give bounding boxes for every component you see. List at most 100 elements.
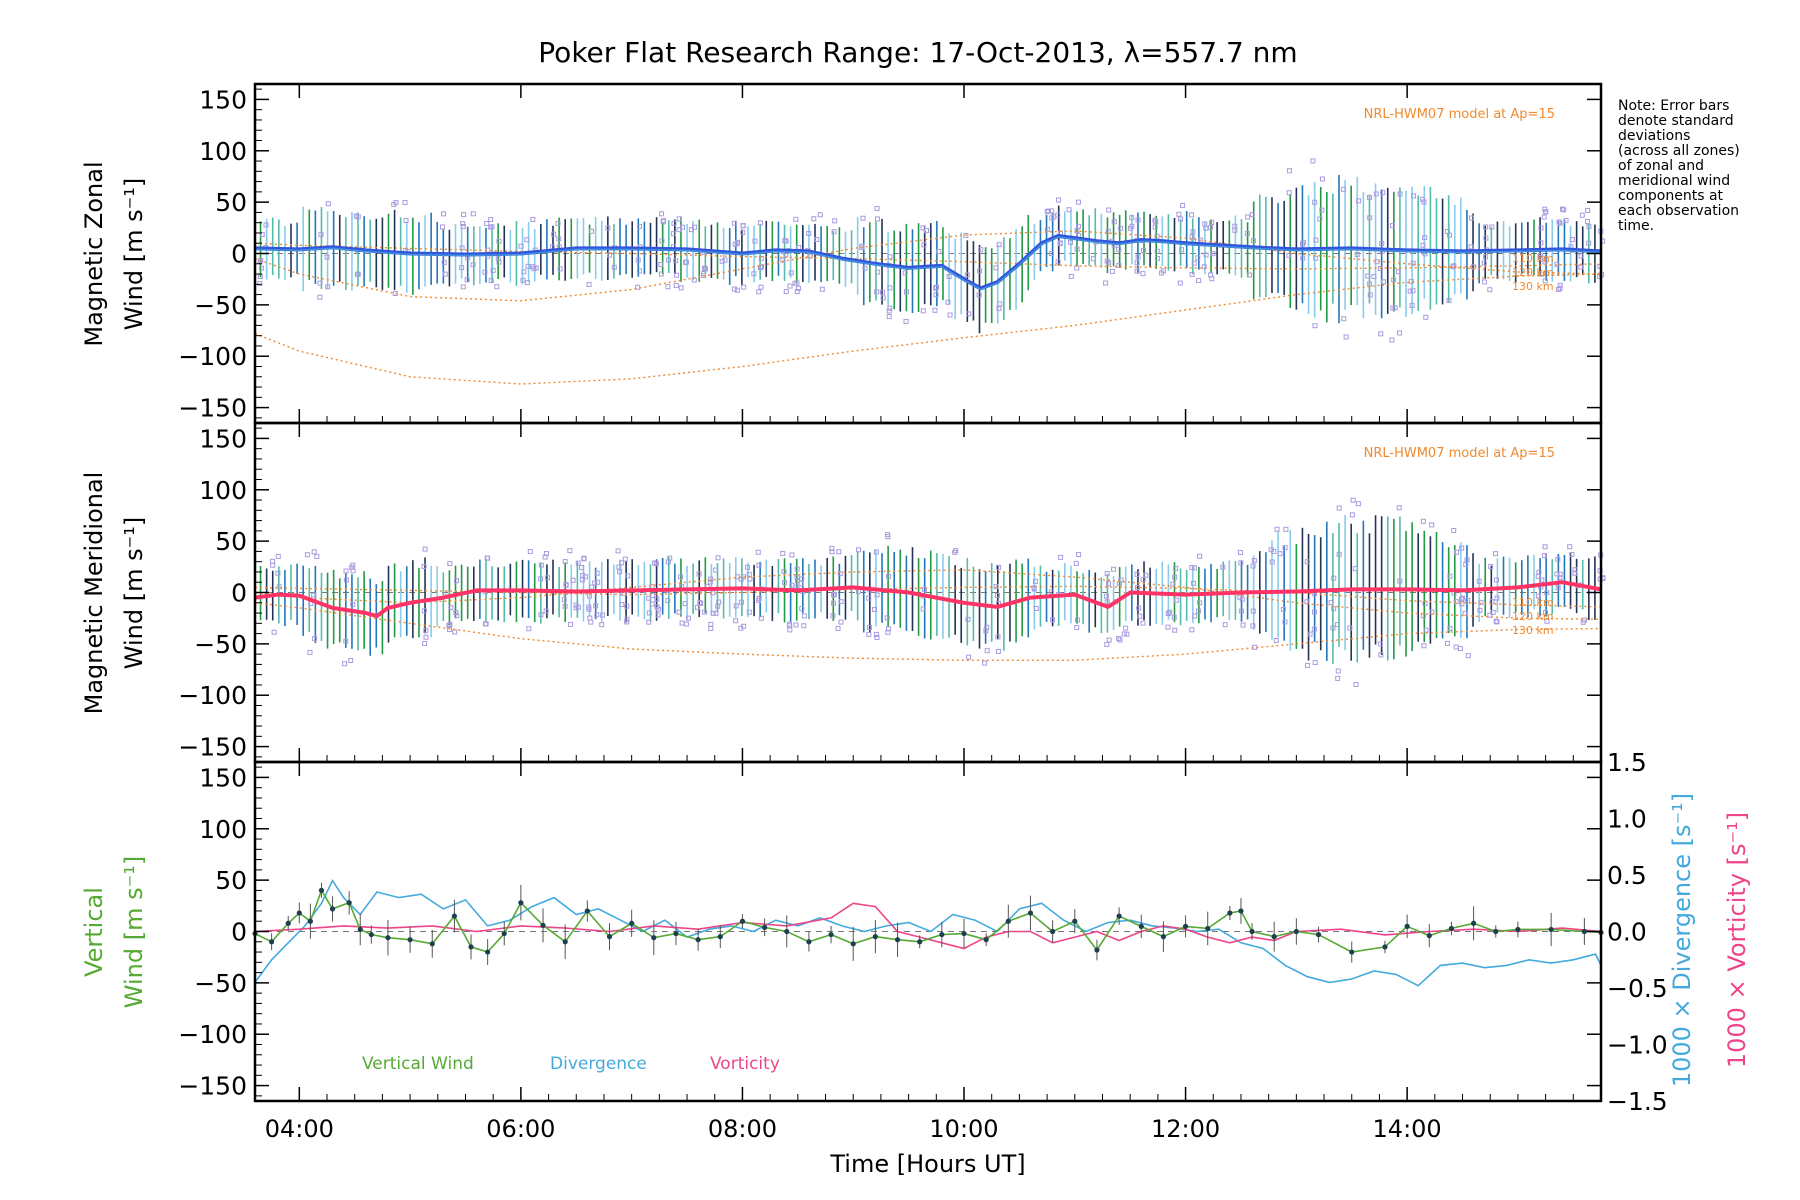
zonal-zone-sample bbox=[1286, 253, 1292, 259]
meridional-zone-sample bbox=[1350, 497, 1356, 503]
zonal-zone-sample bbox=[1319, 207, 1325, 213]
vertical-ytick-label: 100 bbox=[199, 815, 247, 844]
meridional-zone-sample bbox=[781, 569, 787, 575]
zonal-zone-sample bbox=[525, 263, 531, 269]
meridional-zone-sample bbox=[1312, 660, 1318, 666]
vertical-wind-point bbox=[329, 906, 336, 912]
zonal-zone-sample bbox=[1340, 186, 1346, 192]
meridional-zone-sample bbox=[1330, 625, 1336, 631]
vertical-wind-point bbox=[1404, 923, 1410, 929]
zonal-zone-sample bbox=[1391, 277, 1397, 283]
meridional-zone-sample bbox=[787, 627, 793, 633]
meridional-zone-sample bbox=[1076, 552, 1082, 558]
meridional-zone-sample bbox=[649, 601, 655, 607]
zonal-zone-sample bbox=[674, 272, 680, 278]
meridional-zone-sample bbox=[676, 609, 682, 615]
meridional-zone-sample bbox=[314, 553, 320, 559]
meridional-zone-sample bbox=[543, 608, 549, 614]
meridional-zone-sample bbox=[1123, 625, 1129, 631]
meridional-zone-sample bbox=[312, 636, 318, 642]
meridional-zone-sample bbox=[746, 609, 752, 615]
panel-meridional: −150 −100 −50 0 50 100 150 NRL-HWM07 model at … bbox=[80, 421, 1606, 764]
zonal-zone-sample bbox=[719, 258, 725, 264]
zonal-zone-sample bbox=[1055, 259, 1061, 265]
meridional-zone-sample bbox=[713, 567, 719, 573]
meridional-ytick-label: 0 bbox=[231, 579, 247, 608]
meridional-zone-sample bbox=[350, 562, 356, 568]
zonal-zone-sample bbox=[460, 284, 466, 290]
meridional-zone-sample bbox=[1476, 578, 1482, 584]
zonal-zone-sample bbox=[1044, 226, 1050, 232]
meridional-zone-sample bbox=[873, 549, 879, 555]
meridional-zone-sample bbox=[1237, 549, 1243, 555]
zonal-zone-sample bbox=[752, 238, 758, 244]
zonal-zone-sample bbox=[741, 284, 747, 290]
zonal-zone-sample bbox=[1481, 260, 1487, 266]
vertical-ylabel-line1: Vertical bbox=[80, 887, 108, 977]
meridional-zone-sample bbox=[886, 626, 892, 632]
meridional-zone-sample bbox=[995, 634, 1001, 640]
meridional-zone-sample bbox=[1140, 620, 1146, 626]
meridional-zone-sample bbox=[421, 564, 427, 570]
meridional-zone-sample bbox=[794, 566, 800, 572]
vertical-wind-point bbox=[451, 913, 458, 919]
zonal-zone-sample bbox=[317, 294, 323, 300]
zonal-zone-sample bbox=[1380, 190, 1386, 196]
zonal-zone-sample bbox=[920, 308, 926, 314]
zonal-zone-sample bbox=[461, 212, 467, 218]
zonal-zone-sample bbox=[780, 257, 786, 263]
meridional-model-130km bbox=[254, 602, 1602, 661]
zonal-ytick-label: 100 bbox=[199, 137, 247, 166]
meridional-zone-sample bbox=[343, 638, 349, 644]
meridional-zone-sample bbox=[423, 627, 429, 633]
zonal-zone-sample bbox=[441, 259, 447, 265]
meridional-zone-sample bbox=[738, 625, 744, 631]
meridional-zone-sample bbox=[713, 610, 719, 616]
meridional-zone-sample bbox=[1349, 512, 1355, 518]
meridional-zone-sample bbox=[649, 592, 655, 598]
zonal-zone-sample bbox=[678, 285, 684, 291]
zonal-zone-sample bbox=[759, 264, 765, 270]
zonal-zone-sample bbox=[1286, 190, 1292, 196]
meridional-zone-sample bbox=[342, 661, 348, 667]
vertical-wind-point bbox=[850, 941, 856, 947]
zonal-zone-sample bbox=[1076, 223, 1082, 229]
meridional-zone-sample bbox=[1277, 551, 1283, 557]
zonal-zone-sample bbox=[495, 256, 501, 262]
zonal-zone-sample bbox=[1159, 270, 1165, 276]
vertical-wind-point bbox=[806, 939, 812, 945]
zonal-zone-sample bbox=[1483, 224, 1489, 230]
meridional-zone-sample bbox=[1106, 637, 1112, 643]
zonal-ytick-label: 150 bbox=[199, 85, 247, 114]
meridional-zone-sample bbox=[1271, 549, 1277, 555]
zonal-zone-sample bbox=[933, 292, 939, 298]
meridional-zone-sample bbox=[1444, 640, 1450, 646]
note-line-1: Note: Error bars bbox=[1618, 98, 1729, 114]
zonal-zone-sample bbox=[521, 269, 527, 275]
meridional-zone-sample bbox=[1352, 566, 1358, 572]
meridional-ytick-label: −50 bbox=[194, 630, 247, 659]
meridional-zone-sample bbox=[1173, 565, 1179, 571]
vertical-ytick-label: 0 bbox=[231, 918, 247, 947]
meridional-zone-sample bbox=[1494, 619, 1500, 625]
zonal-zone-sample bbox=[933, 285, 939, 291]
meridional-zone-sample bbox=[561, 597, 567, 603]
zonal-zone-sample bbox=[817, 212, 823, 218]
vertical-wind-point bbox=[761, 924, 768, 930]
zonal-zone-sample bbox=[886, 314, 892, 320]
zonal-ytick-label: 0 bbox=[231, 240, 247, 269]
vertical-wind-point bbox=[346, 900, 352, 906]
zonal-ylabel-line1: Magnetic Zonal bbox=[80, 161, 108, 346]
vertical-wind-point bbox=[673, 930, 679, 937]
vertical-ytick-label: −50 bbox=[194, 969, 247, 998]
meridional-zone-sample bbox=[872, 607, 878, 613]
zonal-zone-sample bbox=[806, 230, 812, 236]
vertical-wind-point bbox=[269, 939, 275, 945]
zonal-zone-sample bbox=[1395, 269, 1401, 275]
meridional-zone-sample bbox=[1222, 622, 1228, 628]
zonal-zone-sample bbox=[1196, 278, 1202, 284]
vertical-wind-point bbox=[501, 930, 507, 937]
meridional-zone-sample bbox=[1336, 551, 1342, 557]
zonal-zone-sample bbox=[1179, 247, 1185, 253]
